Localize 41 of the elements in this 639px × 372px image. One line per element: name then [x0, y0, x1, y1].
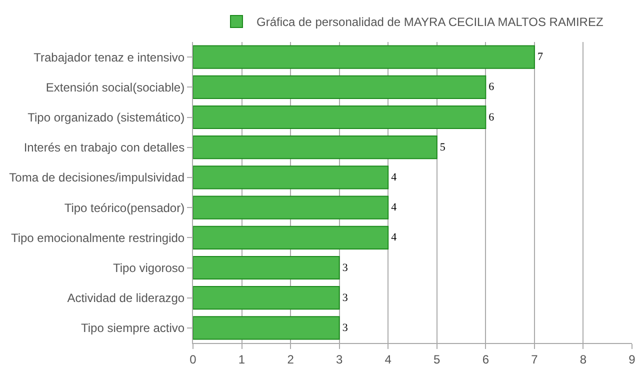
- data-label: 3: [342, 262, 348, 274]
- x-tick-label: 2: [287, 352, 294, 366]
- y-tick-label: Tipo siempre activo: [81, 321, 185, 336]
- y-tick-label: Tipo teórico(pensador): [64, 200, 185, 215]
- data-label: 6: [488, 81, 495, 94]
- bar: [193, 316, 340, 340]
- bar: [193, 286, 340, 310]
- x-tick-label: 8: [580, 352, 587, 366]
- bar: [193, 45, 535, 69]
- x-tick-label: 9: [628, 352, 636, 366]
- y-tick-label: Tipo organizado (sistemático): [28, 110, 185, 124]
- data-label: 7: [537, 51, 544, 64]
- data-label: 4: [391, 202, 398, 214]
- y-tick-label: Interés en trabajo con detalles: [24, 140, 185, 155]
- bar: [193, 166, 389, 190]
- x-tick-label: 7: [531, 352, 538, 366]
- y-tick-label: Extensión social(sociable): [46, 80, 185, 94]
- x-tick-label: 1: [238, 352, 246, 366]
- x-tick-label: 5: [434, 352, 441, 366]
- y-tick-label: Tipo vigoroso: [113, 260, 185, 275]
- bar: [193, 75, 486, 99]
- data-label: 3: [342, 292, 348, 304]
- x-tick-label: 6: [482, 352, 490, 366]
- y-tick-label: Trabajador tenaz e intensivo: [34, 50, 185, 64]
- y-tick-label: Toma de decisiones/impulsividad: [9, 170, 185, 185]
- data-label: 4: [391, 171, 398, 184]
- data-label: 3: [342, 322, 348, 334]
- data-label: 4: [391, 232, 398, 244]
- bar: [193, 196, 389, 220]
- x-tick-label: 3: [336, 352, 343, 366]
- x-tick-label: 4: [384, 352, 392, 366]
- bar: [193, 105, 486, 130]
- bar: [193, 256, 340, 280]
- y-tick-label: Actividad de liderazgo: [67, 291, 185, 306]
- bar: [193, 226, 389, 250]
- data-label: 5: [440, 141, 446, 154]
- x-tick-label: 0: [190, 352, 197, 366]
- y-tick-label: Tipo emocionalmente restringido: [10, 230, 185, 245]
- legend-label: Gráfica de personalidad de MAYRA CECILIA MALTOS RAMIREZ: [256, 15, 604, 30]
- bar: [193, 136, 438, 160]
- data-label: 6: [488, 111, 495, 124]
